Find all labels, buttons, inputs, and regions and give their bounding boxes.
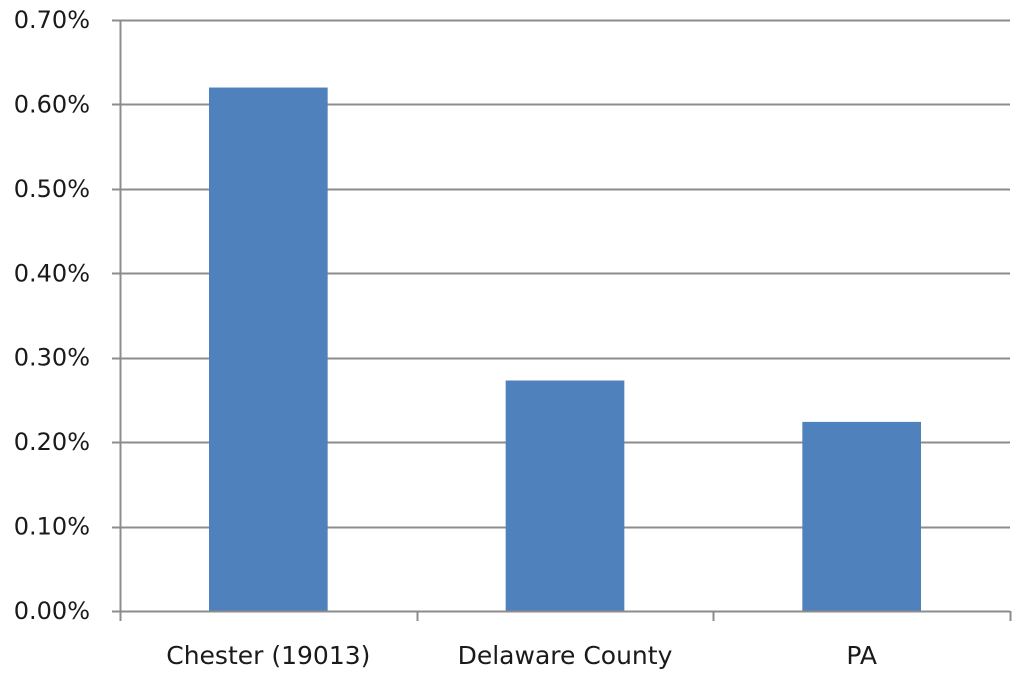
bar (209, 87, 328, 612)
bar (505, 380, 625, 611)
x-axis-category-label: Delaware County (458, 641, 673, 670)
y-axis-tick-labels: 0.00% 0.10% 0.20% 0.30% 0.40% 0.50% 0.60% 0.70% (14, 6, 90, 625)
x-axis-category-label: PA (846, 641, 877, 670)
y-axis-tick-label: 0.50% (14, 175, 90, 203)
y-axis-tick-label: 0.30% (14, 344, 90, 372)
y-axis-tick-label: 0.00% (14, 597, 90, 625)
y-axis-tick-label: 0.70% (14, 6, 90, 34)
axes (112, 19, 1012, 621)
y-axis-tick-label: 0.20% (14, 428, 90, 456)
bars (209, 87, 921, 612)
x-axis-category-label: Chester (19013) (166, 641, 370, 670)
y-axis-tick-label: 0.40% (14, 259, 90, 287)
bar (802, 421, 921, 611)
x-axis-category-labels: Chester (19013) Delaware County PA (166, 641, 877, 670)
y-axis-tick-label: 0.10% (14, 513, 90, 541)
y-axis-tick-label: 0.60% (14, 90, 90, 118)
